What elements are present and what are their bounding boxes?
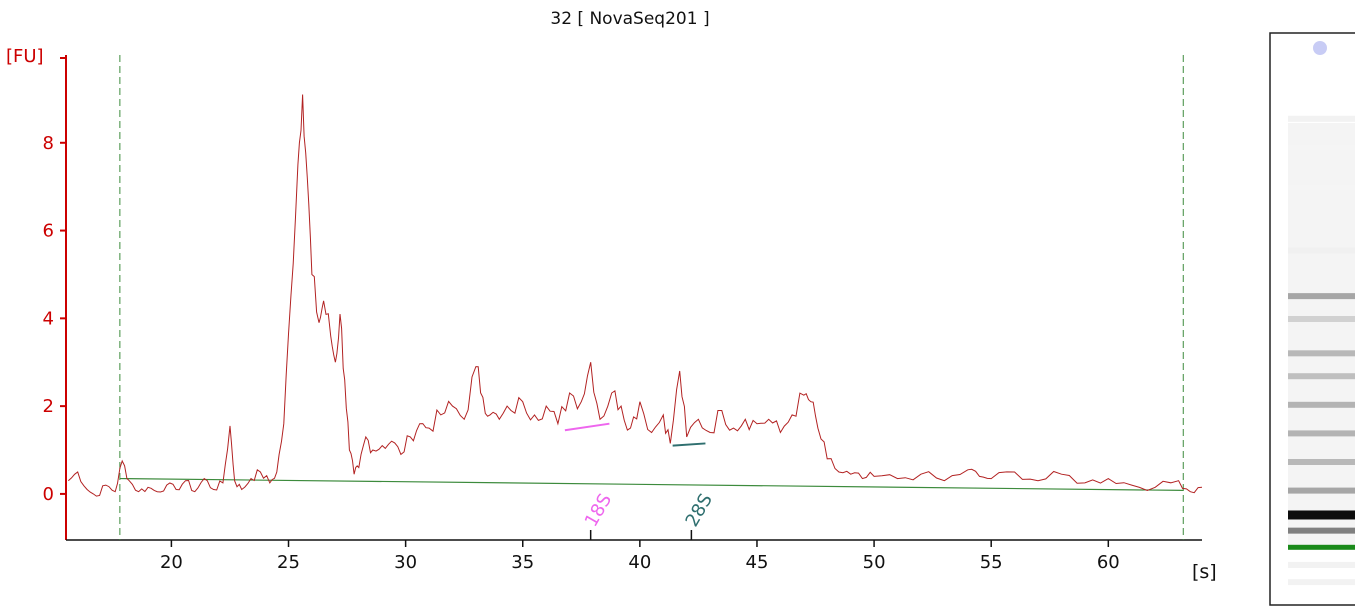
y-axis-label: [FU] — [6, 46, 44, 67]
gel-band — [1288, 487, 1355, 494]
gel-band — [1288, 527, 1355, 534]
peak-28s-baseline — [672, 442, 706, 447]
y-tick-label: 2 — [43, 396, 54, 417]
gel-band — [1288, 144, 1355, 151]
x-tick-label: 40 — [628, 552, 651, 573]
gel-band — [1288, 247, 1355, 254]
x-tick-label: 35 — [511, 552, 534, 573]
y-tick-label: 0 — [43, 484, 54, 505]
chart-title: 32 [ NovaSeq201 ] — [550, 9, 709, 29]
peak-18s-baseline — [564, 422, 610, 432]
gel-well-dot — [1313, 41, 1327, 55]
gel-band — [1288, 579, 1355, 586]
y-tick-label: 8 — [43, 133, 54, 154]
gel-lane — [1269, 32, 1355, 606]
gel-band — [1288, 401, 1355, 408]
gel-band — [1288, 350, 1355, 357]
gel-band — [1288, 430, 1355, 437]
gel-band — [1288, 293, 1355, 300]
peak-18s-label: 18S — [581, 490, 616, 530]
x-tick-label: 55 — [980, 552, 1003, 573]
gel-lane-smear — [1288, 123, 1355, 545]
gel-band — [1288, 459, 1355, 465]
x-tick-label: 60 — [1097, 552, 1120, 573]
y-tick-label: 4 — [43, 308, 54, 329]
gel-band — [1288, 184, 1355, 191]
baseline-line — [119, 477, 1184, 492]
gel-marker-band — [1288, 544, 1355, 550]
x-tick-label: 20 — [160, 552, 183, 573]
x-tick-label: 25 — [277, 552, 300, 573]
signal-trace — [67, 94, 1203, 497]
y-tick-label: 6 — [43, 221, 54, 242]
gel-band — [1288, 115, 1355, 122]
peak-28s-label: 28S — [682, 490, 717, 530]
x-tick-label: 50 — [863, 552, 886, 573]
gel-band — [1288, 561, 1355, 568]
gel-band — [1288, 510, 1355, 520]
gel-band — [1288, 316, 1355, 322]
x-tick-label: 45 — [746, 552, 769, 573]
x-axis-label: [s] — [1192, 561, 1217, 583]
x-tick-label: 30 — [394, 552, 417, 573]
plot-area: 0 2 4 6 8 20 25 30 35 40 45 50 55 60 18S 28S — [43, 55, 1203, 573]
gel-band — [1288, 373, 1355, 380]
